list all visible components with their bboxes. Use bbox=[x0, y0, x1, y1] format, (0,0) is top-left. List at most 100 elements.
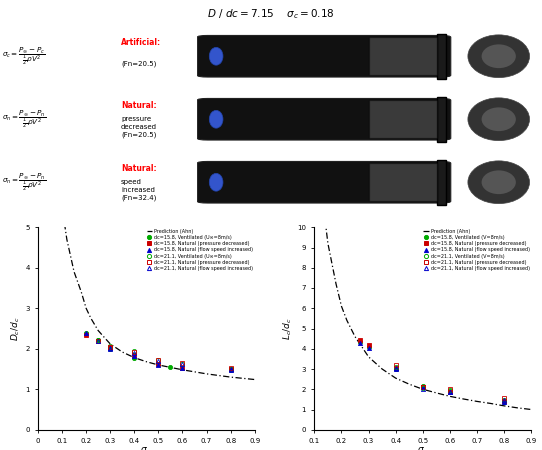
FancyBboxPatch shape bbox=[437, 97, 446, 142]
dc=15.8, Ventilated (V=8m/s) bbox=[365, 344, 372, 349]
Ellipse shape bbox=[468, 98, 530, 141]
Prediction (Ahn) bbox=[433, 390, 440, 396]
Text: $\sigma_{n} = \dfrac{P_\infty - P_n}{\frac{1}{2}\rho V^2}$: $\sigma_{n} = \dfrac{P_\infty - P_n}{\fr… bbox=[2, 108, 47, 130]
Ellipse shape bbox=[482, 108, 516, 131]
dc=15.8, Ventilated (U∞=8m/s) bbox=[107, 346, 113, 351]
dc=15.8, Natural (flow speed increased) bbox=[420, 384, 426, 390]
Line: Prediction (Ahn): Prediction (Ahn) bbox=[40, 0, 255, 379]
dc=15.8, Ventilated (U∞=8m/s) bbox=[95, 337, 101, 342]
Text: Natural:: Natural: bbox=[121, 164, 157, 173]
FancyBboxPatch shape bbox=[437, 160, 446, 205]
Line: dc=15.8, Natural (pressure decreased): dc=15.8, Natural (pressure decreased) bbox=[84, 333, 233, 371]
Ellipse shape bbox=[482, 45, 516, 68]
Text: (Fn=20.5): (Fn=20.5) bbox=[121, 61, 156, 67]
Ellipse shape bbox=[468, 161, 530, 204]
Prediction (Ahn) bbox=[179, 367, 186, 373]
dc=21.1, Natural (pressure decreased) bbox=[107, 344, 113, 349]
Legend: Prediction (Ahn), dc=15.8, Ventilated (U∞=8m/s), dc=15.8, Natural (pressure decr: Prediction (Ahn), dc=15.8, Ventilated (U… bbox=[146, 228, 254, 271]
dc=21.1, Natural (flow speed increased) bbox=[107, 346, 113, 351]
Prediction (Ahn) bbox=[95, 328, 101, 333]
FancyBboxPatch shape bbox=[437, 34, 446, 79]
Line: dc=21.1, Natural (pressure decreased): dc=21.1, Natural (pressure decreased) bbox=[96, 338, 233, 370]
dc=21.1, Natural (flow speed increased) bbox=[420, 387, 426, 392]
dc=15.8, Natural (flow speed increased) bbox=[131, 353, 138, 359]
Prediction (Ahn) bbox=[420, 387, 426, 392]
Text: pressure
decreased
(Fn=20.5): pressure decreased (Fn=20.5) bbox=[121, 116, 157, 138]
dc=21.1, Natural (pressure decreased) bbox=[501, 396, 507, 401]
Prediction (Ahn) bbox=[406, 382, 412, 387]
dc=21.1, Natural (flow speed increased) bbox=[95, 339, 101, 344]
Text: Artificial:: Artificial: bbox=[121, 38, 161, 47]
Prediction (Ahn) bbox=[240, 376, 246, 381]
dc=21.1, Natural (flow speed increased) bbox=[228, 366, 234, 372]
dc=21.1, Ventilated (V=8m/s) bbox=[420, 385, 426, 390]
Text: $\sigma_{c} = \dfrac{P_\infty - P_c}{\frac{1}{2}\rho V^2}$: $\sigma_{c} = \dfrac{P_\infty - P_c}{\fr… bbox=[2, 45, 46, 67]
Prediction (Ahn) bbox=[365, 354, 372, 360]
dc=15.8, Natural (flow speed increased) bbox=[107, 345, 113, 351]
Prediction (Ahn) bbox=[338, 304, 345, 309]
dc=15.8, Ventilated (V=8m/s) bbox=[501, 400, 507, 405]
dc=21.1, Ventilated (V=8m/s) bbox=[392, 364, 399, 370]
dc=21.1, Ventilated (V=8m/s) bbox=[501, 398, 507, 403]
dc=15.8, Natural (flow speed increased) bbox=[365, 345, 372, 351]
Line: dc=15.8, Natural (pressure decreased): dc=15.8, Natural (pressure decreased) bbox=[358, 338, 506, 403]
Prediction (Ahn) bbox=[228, 374, 234, 380]
dc=21.1, Natural (pressure decreased) bbox=[95, 338, 101, 343]
Prediction (Ahn) bbox=[71, 269, 78, 274]
FancyBboxPatch shape bbox=[369, 100, 437, 138]
Prediction (Ahn) bbox=[514, 405, 521, 410]
dc=21.1, Ventilated (U∞=8m/s) bbox=[179, 361, 186, 367]
Line: dc=15.8, Ventilated (U∞=8m/s): dc=15.8, Ventilated (U∞=8m/s) bbox=[84, 331, 233, 372]
dc=21.1, Natural (flow speed increased) bbox=[392, 365, 399, 371]
dc=15.8, Natural (pressure decreased) bbox=[420, 384, 426, 390]
Prediction (Ahn) bbox=[333, 281, 339, 287]
dc=21.1, Natural (pressure decreased) bbox=[228, 365, 234, 371]
dc=15.8, Natural (flow speed increased) bbox=[228, 368, 234, 373]
Prediction (Ahn) bbox=[360, 346, 366, 351]
Prediction (Ahn) bbox=[344, 318, 350, 323]
Prediction (Ahn) bbox=[59, 204, 65, 210]
dc=21.1, Natural (flow speed increased) bbox=[179, 361, 186, 367]
Line: dc=21.1, Ventilated (V=8m/s): dc=21.1, Ventilated (V=8m/s) bbox=[393, 365, 506, 402]
Line: dc=21.1, Natural (pressure decreased): dc=21.1, Natural (pressure decreased) bbox=[393, 363, 506, 400]
Prediction (Ahn) bbox=[167, 364, 173, 370]
dc=15.8, Natural (flow speed increased) bbox=[392, 366, 399, 372]
Line: dc=15.8, Natural (flow speed increased): dc=15.8, Natural (flow speed increased) bbox=[358, 341, 506, 404]
Text: Natural:: Natural: bbox=[121, 101, 157, 110]
Y-axis label: $L_c/d_c$: $L_c/d_c$ bbox=[282, 317, 294, 340]
Prediction (Ahn) bbox=[311, 93, 318, 99]
Prediction (Ahn) bbox=[501, 403, 507, 409]
dc=15.8, Natural (pressure decreased) bbox=[131, 352, 138, 357]
Line: Prediction (Ahn): Prediction (Ahn) bbox=[314, 96, 531, 410]
Line: dc=21.1, Natural (flow speed increased): dc=21.1, Natural (flow speed increased) bbox=[393, 366, 506, 402]
dc=21.1, Ventilated (U∞=8m/s) bbox=[228, 366, 234, 372]
dc=15.8, Ventilated (V=8m/s) bbox=[392, 366, 399, 372]
dc=15.8, Natural (pressure decreased) bbox=[501, 398, 507, 404]
dc=21.1, Natural (flow speed increased) bbox=[447, 389, 453, 394]
dc=15.8, Natural (pressure decreased) bbox=[228, 366, 234, 372]
Prediction (Ahn) bbox=[143, 359, 150, 364]
dc=21.1, Natural (flow speed increased) bbox=[155, 358, 162, 364]
Prediction (Ahn) bbox=[102, 336, 108, 341]
Text: $D\ /\ dc = 7.15$    $\sigma_c = 0.18$: $D\ /\ dc = 7.15$ $\sigma_c = 0.18$ bbox=[207, 7, 335, 21]
dc=15.8, Ventilated (U∞=8m/s) bbox=[131, 355, 138, 360]
Prediction (Ahn) bbox=[131, 355, 138, 360]
dc=21.1, Ventilated (U∞=8m/s) bbox=[131, 348, 138, 354]
Prediction (Ahn) bbox=[83, 306, 89, 311]
Prediction (Ahn) bbox=[474, 399, 480, 404]
dc=21.1, Ventilated (U∞=8m/s) bbox=[95, 337, 101, 342]
dc=21.1, Ventilated (V=8m/s) bbox=[447, 387, 453, 393]
Y-axis label: $D_c/d_c$: $D_c/d_c$ bbox=[10, 316, 22, 341]
dc=15.8, Natural (pressure decreased) bbox=[365, 342, 372, 347]
dc=21.1, Natural (flow speed increased) bbox=[131, 350, 138, 356]
Text: speed
increased
(Fn=32.4): speed increased (Fn=32.4) bbox=[121, 179, 156, 201]
dc=15.8, Natural (flow speed increased) bbox=[501, 399, 507, 405]
Prediction (Ahn) bbox=[47, 63, 53, 68]
Prediction (Ahn) bbox=[460, 396, 467, 402]
Ellipse shape bbox=[209, 173, 223, 191]
Prediction (Ahn) bbox=[78, 289, 85, 295]
X-axis label: $\sigma_\infty$: $\sigma_\infty$ bbox=[417, 446, 429, 450]
Legend: Prediction (Ahn), dc=15.8, Ventilated (V=8m/s), dc=15.8, Natural (pressure decre: Prediction (Ahn), dc=15.8, Ventilated (V… bbox=[422, 228, 530, 271]
dc=21.1, Ventilated (U∞=8m/s) bbox=[107, 343, 113, 348]
dc=15.8, Natural (pressure decreased) bbox=[357, 337, 364, 342]
